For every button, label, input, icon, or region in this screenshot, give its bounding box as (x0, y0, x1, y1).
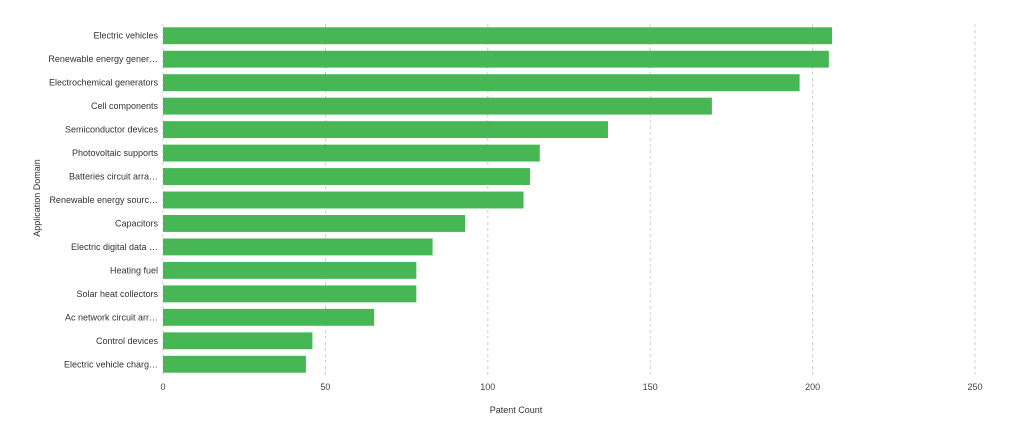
bar[interactable] (163, 27, 832, 44)
category-label: Cell components (91, 101, 159, 111)
bar[interactable] (163, 98, 712, 115)
category-label: Heating fuel (110, 265, 158, 275)
x-tick-label: 100 (480, 382, 495, 392)
bar[interactable] (163, 215, 465, 232)
x-tick-label: 150 (643, 382, 658, 392)
category-label: Electric vehicles (93, 31, 158, 41)
x-tick-label: 50 (320, 382, 330, 392)
category-label: Batteries circuit arra… (69, 172, 158, 182)
bar[interactable] (163, 192, 524, 209)
x-tick-labels: 0 50 100 150 200 250 (160, 382, 982, 392)
bar[interactable] (163, 145, 540, 162)
bar[interactable] (163, 168, 530, 185)
bar[interactable] (163, 309, 374, 326)
category-label: Control devices (96, 336, 159, 346)
x-tick-label: 0 (160, 382, 165, 392)
category-labels: Electric vehicles Renewable energy gener…… (48, 31, 158, 370)
bars-layer (163, 27, 832, 372)
category-label: Solar heat collectors (76, 289, 158, 299)
bar[interactable] (163, 74, 800, 91)
y-axis-title: Application Domain (32, 159, 42, 237)
category-label: Renewable energy sourc… (49, 195, 158, 205)
bar[interactable] (163, 285, 416, 302)
bar[interactable] (163, 332, 312, 349)
bar[interactable] (163, 121, 608, 138)
x-tick-label: 200 (805, 382, 820, 392)
category-label: Ac network circuit arr… (65, 312, 158, 322)
category-label: Renewable energy gener… (48, 54, 158, 64)
bar[interactable] (163, 262, 416, 279)
bar[interactable] (163, 356, 306, 373)
bar[interactable] (163, 238, 433, 255)
category-label: Semiconductor devices (65, 125, 159, 135)
category-label: Photovoltaic supports (72, 148, 159, 158)
category-label: Capacitors (115, 218, 159, 228)
category-label: Electrochemical generators (49, 78, 159, 88)
x-axis-title: Patent Count (490, 405, 543, 415)
category-label: Electric digital data … (71, 242, 158, 252)
bar[interactable] (163, 51, 829, 68)
category-label: Electric vehicle charg… (64, 359, 158, 369)
x-tick-label: 250 (967, 382, 982, 392)
